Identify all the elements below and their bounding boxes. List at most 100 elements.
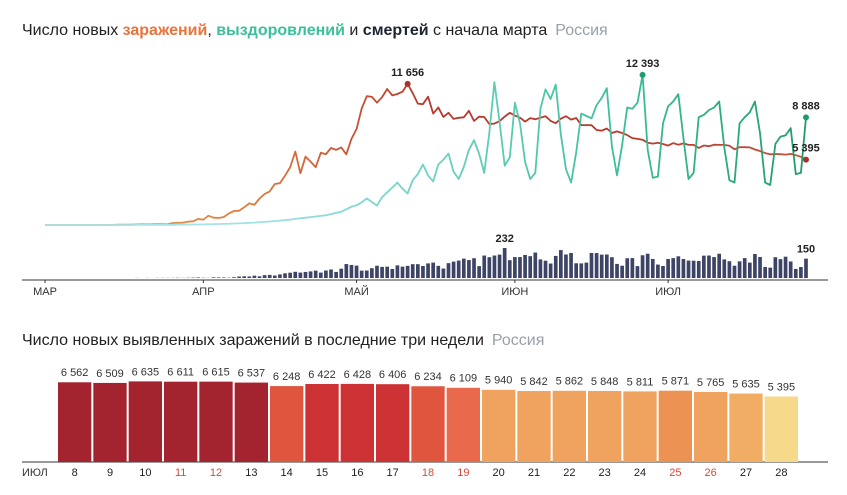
chart-title: Число новых заражений, выздоровлений и с… (22, 22, 608, 39)
bar (426, 263, 430, 278)
bar (758, 257, 762, 278)
bar (686, 260, 691, 278)
bar (650, 259, 655, 278)
x-tick-label: МАР (33, 286, 57, 298)
bar (257, 276, 262, 278)
value-label: 5 871 (662, 376, 690, 388)
bar (487, 257, 492, 278)
bar (753, 253, 757, 278)
bar (436, 265, 441, 278)
bar (370, 268, 374, 278)
bar (451, 261, 456, 278)
bar (722, 259, 727, 278)
bar (645, 253, 650, 278)
bar (492, 255, 497, 278)
bar (446, 263, 451, 278)
bar (538, 259, 543, 278)
bar (318, 272, 323, 278)
bar (339, 268, 344, 278)
value-label: 5 940 (485, 375, 513, 387)
bar (359, 270, 364, 278)
x-tick-label: 13 (245, 467, 257, 479)
title-part: и (345, 22, 363, 39)
bar (461, 258, 466, 278)
bar (588, 390, 622, 462)
bar (799, 267, 803, 278)
bar (691, 260, 696, 278)
bar (199, 381, 233, 462)
bar (267, 274, 272, 278)
bar (400, 266, 405, 278)
x-tick-label: 20 (493, 467, 505, 479)
x-tick-label: 25 (669, 467, 681, 479)
bar (272, 275, 277, 278)
value-label: 6 635 (132, 366, 160, 378)
bar (507, 260, 512, 278)
bar (234, 382, 268, 462)
title-part: , (207, 22, 216, 39)
bar (615, 263, 619, 278)
bar (707, 255, 711, 278)
value-label: 5 765 (697, 377, 725, 389)
bar (620, 265, 624, 278)
title-part: заражений (123, 22, 208, 39)
bar (472, 258, 476, 278)
bar (395, 265, 400, 278)
point-marker (639, 71, 646, 78)
bar (712, 257, 716, 278)
bar (482, 389, 516, 462)
title-part: с начала марта (429, 22, 548, 39)
bar (543, 260, 548, 278)
bar (334, 271, 338, 278)
x-tick-label: АПР (192, 286, 214, 298)
bar (564, 254, 568, 278)
bar (640, 255, 645, 278)
x-tick-label: 22 (563, 467, 575, 479)
bar (329, 269, 333, 278)
bar (380, 266, 384, 278)
bar (569, 252, 573, 278)
bar (553, 255, 558, 278)
value-label: 6 615 (202, 367, 230, 379)
x-tick-label: 26 (705, 467, 717, 479)
x-tick-label: 11 (175, 467, 186, 479)
bar (788, 261, 793, 278)
bar (517, 391, 551, 462)
bar (216, 277, 221, 278)
x-axis-label: ИЮЛ (22, 467, 48, 479)
bar (344, 264, 349, 278)
value-label: 5 862 (556, 376, 584, 388)
x-tick-label: ИЮЛ (655, 286, 681, 298)
value-label: 6 248 (273, 371, 301, 383)
bar (696, 260, 701, 278)
bar (237, 276, 241, 278)
bar (694, 391, 728, 462)
x-tick-label: 27 (740, 467, 752, 479)
bar (502, 248, 507, 278)
bar (747, 262, 752, 278)
bar (247, 276, 252, 278)
value-label: 6 234 (414, 371, 442, 383)
bar (589, 252, 594, 278)
bar (773, 257, 778, 278)
bar (164, 381, 198, 462)
bar (405, 265, 410, 278)
bar (658, 390, 692, 462)
x-tick-label: 23 (599, 467, 611, 479)
bar (804, 258, 808, 278)
bar (702, 255, 706, 278)
bar (579, 263, 584, 278)
x-tick-label: 28 (775, 467, 787, 479)
bar (497, 254, 502, 278)
x-tick-label: ИЮН (501, 286, 528, 298)
bar (441, 268, 446, 278)
bar (793, 268, 798, 278)
bar (610, 257, 614, 278)
bar (221, 277, 226, 278)
value-label: 150 (797, 244, 815, 256)
bar (477, 266, 481, 278)
bar (431, 262, 435, 278)
bar (763, 267, 767, 278)
bar (676, 256, 681, 278)
